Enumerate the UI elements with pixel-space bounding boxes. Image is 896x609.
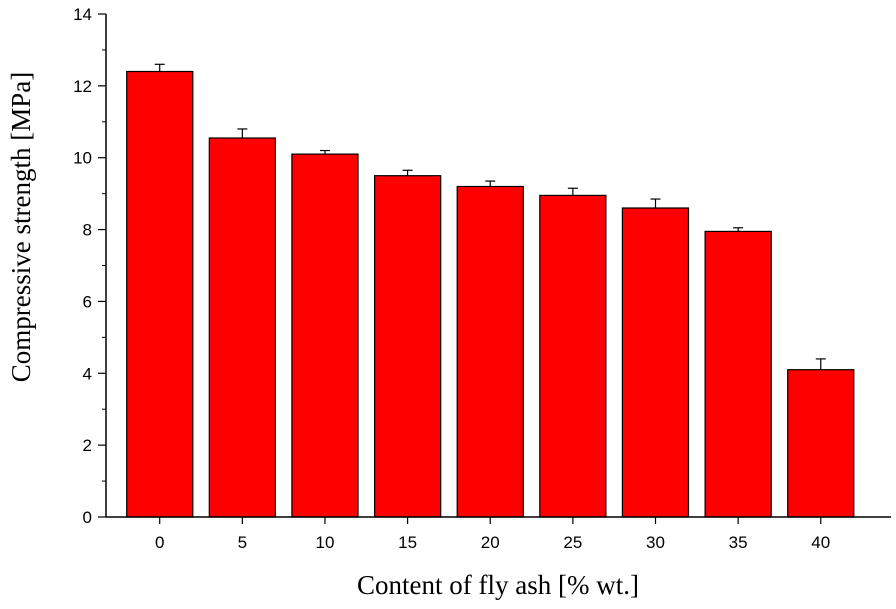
error-bar-15 (402, 169, 413, 176)
y-axis-title: Compressive strength [MPa] (6, 72, 36, 382)
bar-35 (704, 230, 772, 518)
error-bar-20 (485, 180, 496, 187)
error-bar-10 (319, 149, 330, 155)
error-bar-25 (567, 187, 578, 196)
bar-0 (126, 70, 194, 518)
x-axis-title: Content of fly ash [% wt.] (357, 570, 639, 600)
x-tick-label: 20 (481, 533, 500, 552)
axes: 0 5 10 15 20 25 30 35 40 0 2 4 6 8 10 12 14 (73, 5, 891, 552)
y-tick-label: 2 (83, 436, 92, 455)
error-bar-40 (815, 358, 826, 370)
bar-40 (787, 369, 855, 518)
y-tick-label: 12 (73, 77, 92, 96)
bars (126, 70, 855, 518)
bar-30 (621, 207, 690, 518)
error-bar-30 (650, 198, 661, 209)
y-tick-label: 10 (73, 149, 92, 168)
bar-25 (539, 194, 607, 518)
y-tick-label: 6 (83, 292, 92, 311)
bar-5 (208, 137, 277, 518)
error-bar-35 (733, 227, 744, 232)
y-tick-label: 14 (73, 5, 92, 24)
x-tick-label: 10 (316, 533, 335, 552)
x-tick-label: 25 (563, 533, 582, 552)
error-bars (154, 63, 826, 370)
x-tick-label: 5 (238, 533, 247, 552)
x-tick-label: 40 (811, 533, 830, 552)
bar-15 (374, 175, 442, 518)
error-bar-0 (154, 63, 165, 72)
x-tick-label: 0 (155, 533, 164, 552)
bar-10 (291, 153, 359, 518)
bar-20 (456, 185, 524, 518)
error-bar-5 (237, 128, 248, 138)
x-tick-label: 15 (398, 533, 417, 552)
y-tick-label: 8 (83, 221, 92, 240)
x-tick-label: 30 (646, 533, 665, 552)
y-tick-label: 0 (83, 508, 92, 527)
y-tick-label: 4 (83, 364, 92, 383)
x-tick-label: 35 (729, 533, 748, 552)
